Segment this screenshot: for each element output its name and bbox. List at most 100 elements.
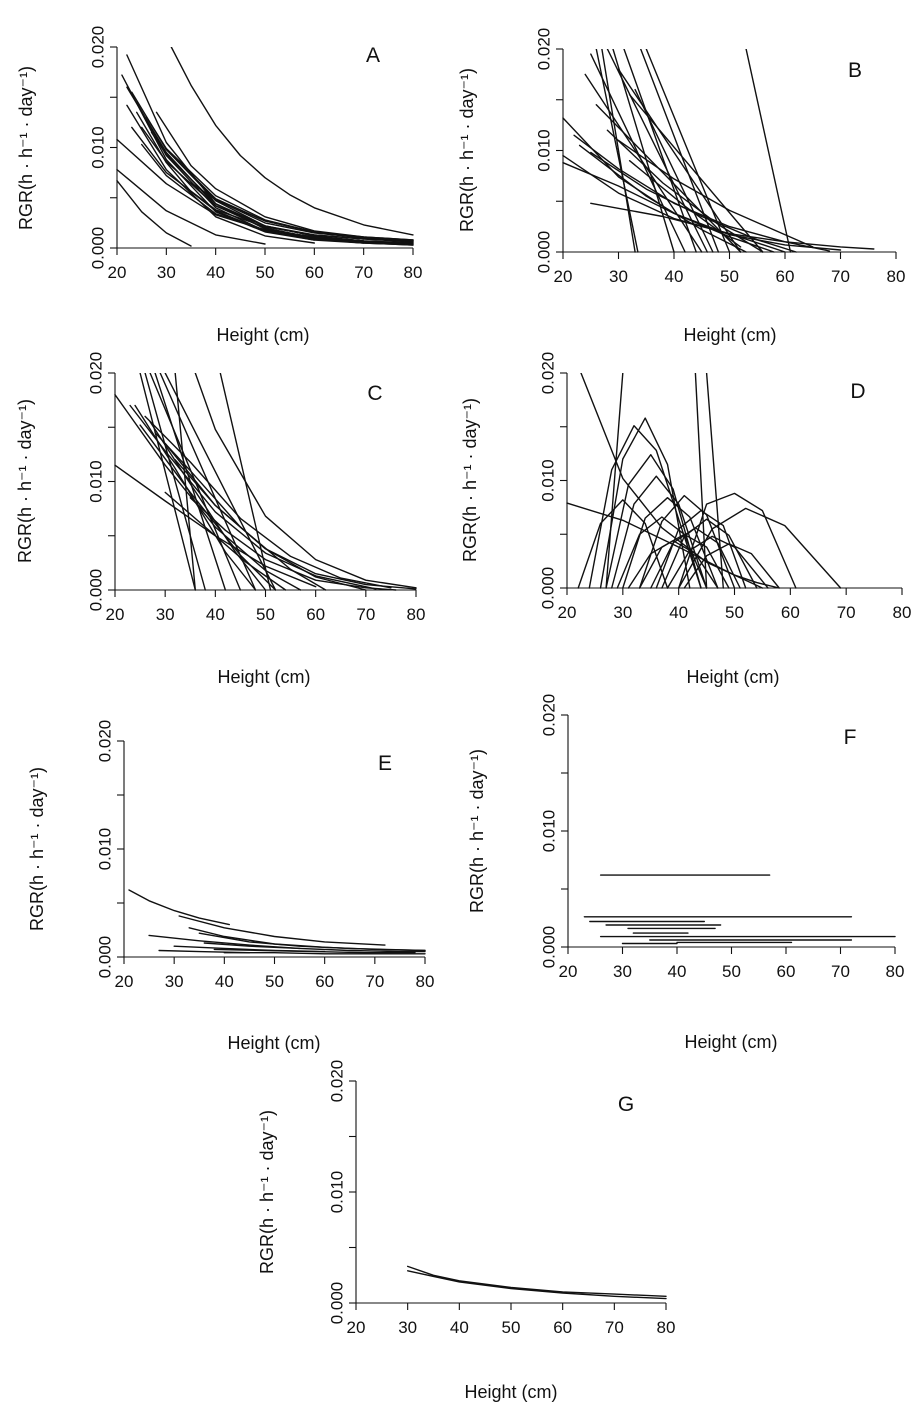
x-tick-label-d: 20 bbox=[558, 603, 577, 622]
curve-a-17 bbox=[170, 47, 414, 236]
x-tick-label-b: 60 bbox=[776, 267, 795, 286]
curve-b-1 bbox=[745, 49, 792, 253]
x-tick-label-d: 60 bbox=[781, 603, 800, 622]
panel-label-e: E bbox=[378, 752, 392, 775]
curve-g-1 bbox=[407, 1265, 667, 1297]
x-axis-title-e: Height (cm) bbox=[227, 1033, 320, 1053]
x-axis-title-a: Height (cm) bbox=[216, 325, 309, 345]
panel-label-g: G bbox=[618, 1093, 634, 1116]
y-tick-label-g: 0.000 bbox=[327, 1282, 346, 1325]
x-axis-title-g: Height (cm) bbox=[464, 1382, 557, 1402]
y-axis-title-d: RGR(h · h⁻¹ · day⁻¹) bbox=[460, 398, 480, 562]
y-tick-label-c: 0.010 bbox=[86, 460, 105, 503]
curve-b-10 bbox=[617, 68, 742, 253]
x-axis-title-d: Height (cm) bbox=[686, 667, 779, 687]
curve-d-10 bbox=[622, 497, 719, 589]
curve-b-23 bbox=[590, 202, 786, 253]
y-tick-label-f: 0.020 bbox=[539, 694, 558, 737]
curve-a-3 bbox=[126, 86, 414, 245]
x-tick-label-d: 50 bbox=[725, 603, 744, 622]
curve-c-17 bbox=[174, 459, 367, 591]
curve-c-2 bbox=[174, 373, 196, 591]
x-tick-label-g: 70 bbox=[605, 1318, 624, 1337]
curve-b-4 bbox=[612, 49, 675, 253]
x-tick-label-e: 80 bbox=[416, 972, 435, 991]
curve-b-24 bbox=[628, 160, 742, 248]
x-tick-label-b: 50 bbox=[720, 267, 739, 286]
curve-b-2 bbox=[595, 49, 639, 253]
curve-d-11 bbox=[638, 494, 736, 589]
x-tick-label-e: 20 bbox=[115, 972, 134, 991]
curve-c-16 bbox=[139, 424, 277, 591]
x-tick-label-f: 40 bbox=[668, 962, 687, 981]
x-tick-label-e: 70 bbox=[365, 972, 384, 991]
y-tick-label-b: 0.010 bbox=[534, 129, 553, 172]
curve-b-3 bbox=[601, 49, 636, 253]
y-tick-label-a: 0.000 bbox=[88, 227, 107, 270]
y-tick-label-c: 0.000 bbox=[86, 569, 105, 612]
x-tick-label-b: 40 bbox=[665, 267, 684, 286]
curve-c-4 bbox=[144, 373, 206, 591]
x-tick-label-f: 20 bbox=[559, 962, 578, 981]
x-tick-label-e: 30 bbox=[165, 972, 184, 991]
curve-d-5 bbox=[566, 502, 764, 589]
x-tick-label-d: 80 bbox=[893, 603, 912, 622]
x-tick-label-a: 30 bbox=[157, 263, 176, 282]
curve-e-6 bbox=[203, 942, 426, 953]
y-tick-label-d: 0.020 bbox=[538, 352, 557, 395]
x-tick-label-b: 30 bbox=[609, 267, 628, 286]
x-tick-label-b: 20 bbox=[554, 267, 573, 286]
curve-a-7 bbox=[126, 104, 315, 244]
x-tick-label-e: 50 bbox=[265, 972, 284, 991]
x-axis-title-c: Height (cm) bbox=[217, 667, 310, 687]
curve-d-20 bbox=[666, 535, 769, 589]
y-axis-title-a: RGR(h · h⁻¹ · day⁻¹) bbox=[16, 66, 36, 230]
x-tick-label-c: 30 bbox=[156, 605, 175, 624]
curve-d-8 bbox=[605, 454, 702, 589]
curve-c-12 bbox=[129, 404, 377, 590]
x-tick-label-c: 70 bbox=[356, 605, 375, 624]
panel-label-c: C bbox=[367, 382, 382, 405]
x-tick-label-b: 70 bbox=[831, 267, 850, 286]
x-tick-label-d: 70 bbox=[837, 603, 856, 622]
x-tick-label-e: 60 bbox=[315, 972, 334, 991]
curve-b-20 bbox=[606, 129, 764, 253]
x-tick-label-e: 40 bbox=[215, 972, 234, 991]
y-tick-label-d: 0.010 bbox=[538, 459, 557, 502]
curve-d-21 bbox=[627, 540, 719, 589]
x-axis-title-b: Height (cm) bbox=[683, 325, 776, 345]
curve-b-21 bbox=[578, 144, 747, 253]
curve-a-19 bbox=[141, 143, 365, 242]
x-tick-label-a: 40 bbox=[206, 263, 225, 282]
curve-a-16 bbox=[131, 126, 414, 243]
x-tick-label-g: 60 bbox=[553, 1318, 572, 1337]
y-axis-title-g: RGR(h · h⁻¹ · day⁻¹) bbox=[257, 1110, 277, 1274]
y-tick-label-c: 0.020 bbox=[86, 352, 105, 395]
panel-label-d: D bbox=[850, 380, 865, 403]
curve-a-11 bbox=[116, 168, 266, 245]
y-tick-label-g: 0.020 bbox=[327, 1060, 346, 1103]
y-tick-label-e: 0.020 bbox=[95, 720, 114, 763]
curve-b-6 bbox=[645, 49, 731, 253]
x-tick-label-f: 30 bbox=[613, 962, 632, 981]
x-tick-label-c: 60 bbox=[306, 605, 325, 624]
curve-c-13 bbox=[144, 415, 392, 589]
curve-d-1 bbox=[580, 373, 780, 589]
x-tick-label-g: 80 bbox=[657, 1318, 676, 1337]
y-axis-title-b: RGR(h · h⁻¹ · day⁻¹) bbox=[457, 68, 477, 232]
curve-c-20 bbox=[189, 497, 397, 591]
curve-c-21 bbox=[164, 491, 287, 591]
curve-e-9 bbox=[213, 948, 416, 954]
curve-a-20 bbox=[190, 182, 414, 241]
curve-b-19 bbox=[590, 151, 797, 253]
curve-d-6 bbox=[588, 425, 702, 589]
curve-c-15 bbox=[164, 442, 417, 590]
curve-c-18 bbox=[134, 404, 257, 591]
x-tick-label-f: 60 bbox=[777, 962, 796, 981]
curve-e-10 bbox=[223, 952, 426, 955]
x-tick-label-f: 70 bbox=[831, 962, 850, 981]
x-tick-label-a: 50 bbox=[256, 263, 275, 282]
curve-a-1 bbox=[126, 54, 414, 246]
x-tick-label-b: 80 bbox=[887, 267, 906, 286]
